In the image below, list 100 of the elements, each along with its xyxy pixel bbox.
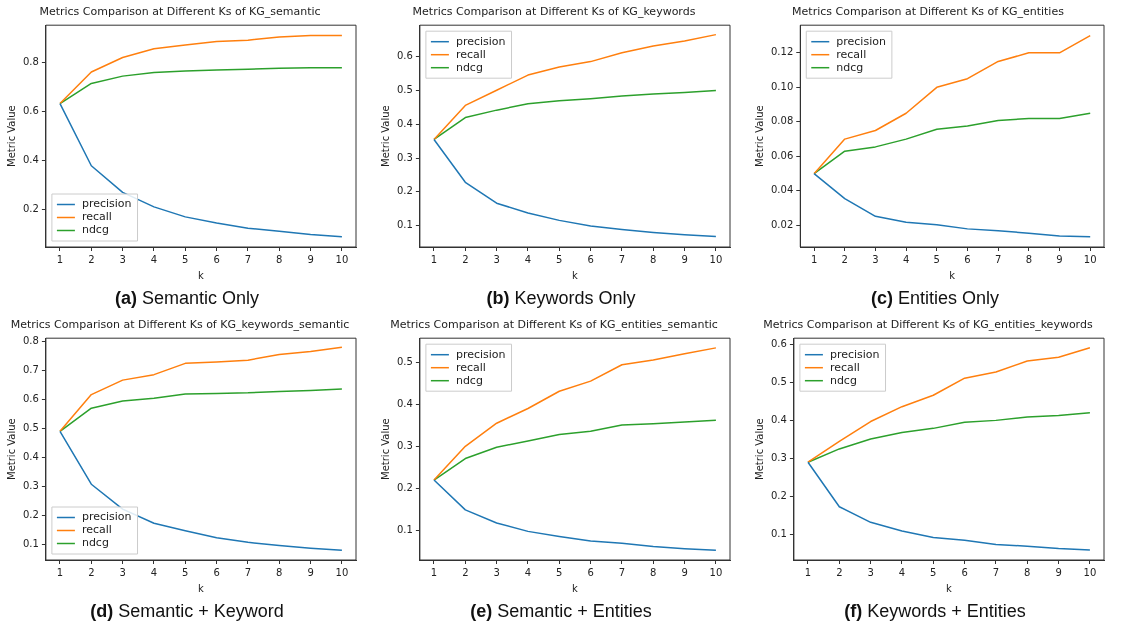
x-tick-label: 6 — [587, 253, 594, 265]
chart-title: Metrics Comparison at Different Ks of KG_semantic — [39, 5, 321, 19]
x-axis-title: k — [572, 269, 579, 281]
y-tick-label: 0.1 — [23, 537, 39, 549]
legend-label: ndcg — [836, 60, 864, 74]
x-tick-label: 1 — [430, 566, 438, 578]
y-tick-label: 0.7 — [23, 364, 39, 376]
legend-label: recall — [455, 360, 486, 374]
legend-label: ndcg — [455, 373, 483, 387]
x-tick-label: 10 — [709, 566, 723, 578]
x-tick-label: 10 — [335, 253, 349, 265]
y-tick-label: 0.6 — [771, 338, 787, 350]
text: (b) Keywords Only — [485, 287, 637, 310]
y-tick-label: 0.2 — [397, 185, 413, 197]
legend-label: precision — [836, 34, 886, 48]
x-tick-label: 2 — [88, 253, 95, 265]
legend-label: ndcg — [81, 223, 109, 237]
text: (f) Keywords + Entities — [843, 600, 1027, 623]
y-tick-label: 0.04 — [771, 184, 794, 196]
x-tick-label: 2 — [836, 566, 843, 578]
x-tick-label: 9 — [307, 253, 314, 265]
legend-label: precision — [829, 347, 880, 361]
x-tick-label: 6 — [213, 253, 220, 265]
y-tick-label: 0.4 — [397, 397, 413, 409]
chart-title: Metrics Comparison at Different Ks of KG_entities_keywords — [763, 318, 1093, 332]
x-tick-label: 1 — [804, 566, 812, 578]
x-axis-title: k — [949, 269, 956, 281]
x-tick-label: 1 — [810, 253, 818, 265]
y-tick-label: 0.5 — [397, 84, 413, 96]
x-tick-label: 9 — [681, 566, 688, 578]
x-axis-title: k — [572, 582, 579, 594]
x-tick-label: 5 — [182, 566, 189, 578]
x-tick-label: 1 — [430, 253, 438, 265]
y-tick-label: 0.1 — [771, 528, 787, 540]
x-tick-label: 10 — [1083, 253, 1097, 265]
x-tick-label: 6 — [961, 566, 968, 578]
legend-label: recall — [81, 523, 112, 537]
x-tick-label: 3 — [493, 566, 500, 578]
x-tick-label: 4 — [150, 566, 158, 578]
y-tick-label: 0.6 — [23, 105, 39, 117]
y-tick-label: 0.1 — [397, 524, 413, 536]
x-tick-label: 4 — [150, 253, 158, 265]
x-tick-label: 4 — [902, 253, 910, 265]
legend-label: recall — [829, 360, 860, 374]
y-tick-label: 0.2 — [771, 490, 787, 502]
chart-title: Metrics Comparison at Different Ks of KG_entities — [792, 5, 1065, 19]
y-tick-label: 0.1 — [397, 219, 413, 231]
y-tick-label: 0.3 — [771, 452, 787, 464]
y-axis-title: Metric Value — [379, 418, 391, 480]
y-tick-label: 0.6 — [397, 50, 413, 62]
x-tick-label: 1 — [56, 566, 64, 578]
x-tick-label: 6 — [587, 566, 594, 578]
y-tick-label: 0.3 — [397, 151, 413, 163]
y-axis-title: Metric Value — [5, 105, 17, 167]
x-tick-label: 5 — [182, 253, 189, 265]
x-tick-label: 3 — [119, 253, 126, 265]
x-tick-label: 8 — [276, 253, 283, 265]
legend-label: recall — [81, 210, 112, 224]
chart-title: Metrics Comparison at Different Ks of KG_entities_semantic — [390, 318, 718, 332]
y-tick-label: 0.12 — [771, 46, 794, 58]
x-tick-label: 9 — [307, 566, 314, 578]
y-tick-label: 0.5 — [397, 355, 413, 367]
y-tick-label: 0.2 — [23, 508, 39, 520]
x-tick-label: 3 — [872, 253, 879, 265]
legend-label: precision — [81, 510, 132, 524]
x-tick-label: 7 — [992, 566, 1000, 578]
text: (d) Semantic + Keyword — [89, 600, 285, 623]
x-tick-label: 4 — [524, 253, 532, 265]
y-tick-label: 0.5 — [23, 422, 39, 434]
x-tick-label: 2 — [462, 566, 469, 578]
x-tick-label: 3 — [493, 253, 500, 265]
x-tick-label: 10 — [1083, 566, 1097, 578]
x-tick-label: 10 — [709, 253, 723, 265]
x-axis-title: k — [946, 582, 953, 594]
x-tick-label: 8 — [1024, 566, 1031, 578]
x-tick-label: 5 — [556, 253, 563, 265]
y-tick-label: 0.8 — [23, 56, 39, 68]
y-axis-title: Metric Value — [379, 105, 391, 167]
y-axis-title: Metric Value — [753, 418, 765, 480]
y-tick-label: 0.4 — [23, 154, 39, 166]
x-tick-label: 8 — [650, 253, 657, 265]
x-tick-label: 10 — [335, 566, 349, 578]
x-tick-label: 2 — [462, 253, 469, 265]
x-tick-label: 4 — [898, 566, 906, 578]
x-tick-label: 9 — [1056, 253, 1063, 265]
x-tick-label: 7 — [244, 253, 252, 265]
y-tick-label: 0.6 — [23, 393, 39, 405]
x-axis-title: k — [198, 582, 205, 594]
legend-label: ndcg — [81, 536, 109, 550]
legend-label: ndcg — [829, 373, 857, 387]
x-tick-label: 9 — [681, 253, 688, 265]
y-tick-label: 0.2 — [397, 482, 413, 494]
x-tick-label: 8 — [650, 566, 657, 578]
x-tick-label: 7 — [618, 253, 626, 265]
legend-label: precision — [455, 34, 506, 48]
x-tick-label: 5 — [930, 566, 937, 578]
chart-title: Metrics Comparison at Different Ks of KG_keywords_semantic — [10, 318, 350, 332]
x-tick-label: 1 — [56, 253, 64, 265]
y-tick-label: 0.4 — [397, 117, 413, 129]
y-tick-label: 0.5 — [771, 376, 787, 388]
